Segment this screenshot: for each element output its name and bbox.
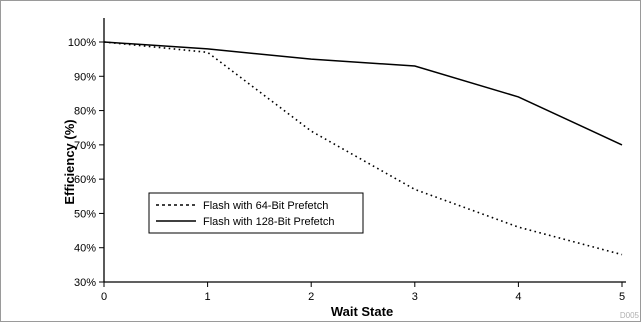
series-line-64bit-prefetch (103, 41, 623, 256)
x-tick-label: 0 (101, 291, 107, 303)
series-line-128bit-prefetch (103, 41, 623, 146)
y-tick-label: 90% (74, 71, 96, 83)
y-tick-label: 60% (74, 174, 96, 186)
x-axis-label: Wait State (331, 304, 393, 319)
x-tick-label: 4 (515, 291, 521, 303)
y-axis-label: Efficiency (%) (62, 119, 77, 204)
x-tick-label: 1 (205, 291, 211, 303)
x-tick-label: 2 (308, 291, 314, 303)
y-tick-label: 100% (68, 37, 96, 49)
legend: Flash with 64-Bit Prefetch Flash with 12… (148, 192, 364, 234)
y-tick-label: 80% (74, 106, 96, 118)
y-tick-label: 40% (74, 243, 96, 255)
legend-entry-64bit: Flash with 64-Bit Prefetch (203, 200, 328, 212)
legend-entry-128bit: Flash with 128-Bit Prefetch (203, 216, 334, 228)
x-tick-label: 3 (412, 291, 418, 303)
y-tick-label: 50% (74, 208, 96, 220)
y-tick-label: 30% (74, 277, 96, 289)
legend-box (148, 192, 364, 234)
x-tick-label: 5 (619, 291, 625, 303)
figure-id: D005 (620, 311, 640, 320)
y-tick-label: 70% (74, 140, 96, 152)
